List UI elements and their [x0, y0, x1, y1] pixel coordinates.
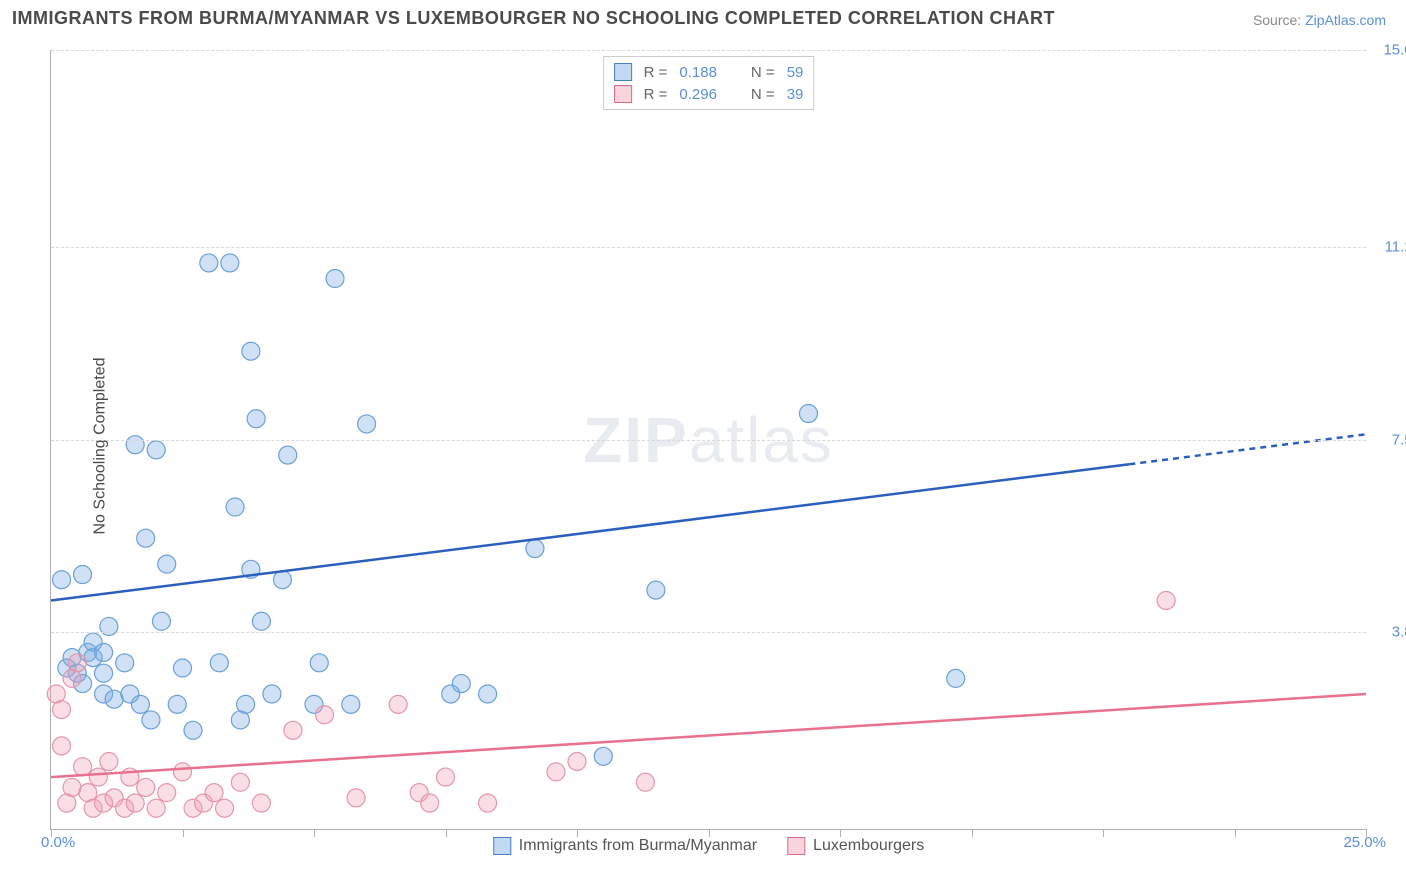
x-tick	[1103, 829, 1104, 837]
data-point	[279, 446, 297, 464]
data-point	[174, 659, 192, 677]
data-point	[147, 799, 165, 817]
chart-title: IMMIGRANTS FROM BURMA/MYANMAR VS LUXEMBO…	[12, 8, 1055, 29]
legend-label-lux: Luxembourgers	[813, 837, 924, 855]
data-point	[1157, 591, 1175, 609]
data-point	[273, 571, 291, 589]
data-point	[947, 669, 965, 687]
data-point	[168, 695, 186, 713]
data-point	[326, 270, 344, 288]
data-point	[100, 617, 118, 635]
data-point	[547, 763, 565, 781]
grid-line	[51, 632, 1366, 633]
legend-label-burma: Immigrants from Burma/Myanmar	[519, 837, 757, 855]
data-point	[389, 695, 407, 713]
data-point	[74, 566, 92, 584]
data-point	[137, 778, 155, 796]
y-tick-label: 7.5%	[1392, 431, 1406, 448]
data-point	[210, 654, 228, 672]
data-point	[116, 654, 134, 672]
x-tick	[314, 829, 315, 837]
source-link[interactable]: ZipAtlas.com	[1305, 12, 1386, 28]
data-point	[799, 405, 817, 423]
data-point	[174, 763, 192, 781]
data-point	[137, 529, 155, 547]
swatch-blue-icon	[493, 837, 511, 855]
data-point	[216, 799, 234, 817]
data-point	[526, 540, 544, 558]
data-point	[95, 664, 113, 682]
data-point	[252, 794, 270, 812]
data-point	[53, 701, 71, 719]
y-tick-label: 3.8%	[1392, 623, 1406, 640]
x-axis-min-label: 0.0%	[41, 834, 75, 851]
data-point	[479, 685, 497, 703]
data-point	[131, 695, 149, 713]
data-point	[89, 768, 107, 786]
chart-container: IMMIGRANTS FROM BURMA/MYANMAR VS LUXEMBO…	[0, 0, 1406, 892]
source-label: Source:	[1253, 12, 1305, 28]
x-tick	[972, 829, 973, 837]
data-point	[226, 498, 244, 516]
grid-line	[51, 247, 1366, 248]
data-point	[231, 773, 249, 791]
data-point	[53, 571, 71, 589]
data-point	[421, 794, 439, 812]
source-attribution: Source: ZipAtlas.com	[1253, 12, 1386, 28]
data-point	[284, 721, 302, 739]
data-point	[242, 342, 260, 360]
x-tick	[840, 829, 841, 837]
plot-area: ZIPatlas R = 0.188 N = 59 R = 0.296 N = …	[50, 50, 1366, 830]
data-point	[158, 555, 176, 573]
data-point	[310, 654, 328, 672]
data-point	[437, 768, 455, 786]
data-point	[263, 685, 281, 703]
data-point	[479, 794, 497, 812]
x-tick	[1366, 829, 1367, 837]
x-axis-max-label: 25.0%	[1343, 834, 1386, 851]
data-point	[247, 410, 265, 428]
x-tick	[577, 829, 578, 837]
data-point	[316, 706, 334, 724]
data-point	[53, 737, 71, 755]
grid-line	[51, 440, 1366, 441]
x-tick	[446, 829, 447, 837]
data-point	[347, 789, 365, 807]
data-point	[152, 612, 170, 630]
data-point	[568, 752, 586, 770]
legend-series: Immigrants from Burma/Myanmar Luxembourg…	[493, 837, 924, 855]
data-point	[126, 436, 144, 454]
data-point	[221, 254, 239, 272]
data-point	[594, 747, 612, 765]
data-point	[342, 695, 360, 713]
data-point	[452, 675, 470, 693]
y-tick-label: 11.2%	[1385, 239, 1406, 256]
swatch-pink-icon	[787, 837, 805, 855]
y-tick-label: 15.0%	[1383, 42, 1406, 59]
data-point	[126, 794, 144, 812]
x-tick	[183, 829, 184, 837]
x-tick	[51, 829, 52, 837]
data-point	[100, 752, 118, 770]
data-point	[74, 758, 92, 776]
data-point	[147, 441, 165, 459]
data-point	[647, 581, 665, 599]
data-point	[252, 612, 270, 630]
data-point	[205, 784, 223, 802]
x-tick	[1235, 829, 1236, 837]
data-point	[184, 721, 202, 739]
data-point	[68, 654, 86, 672]
data-point	[358, 415, 376, 433]
trend-line	[51, 464, 1129, 600]
data-point	[200, 254, 218, 272]
grid-line	[51, 50, 1366, 51]
data-point	[237, 695, 255, 713]
legend-item-lux: Luxembourgers	[787, 837, 924, 855]
x-tick	[709, 829, 710, 837]
data-point	[158, 784, 176, 802]
legend-item-burma: Immigrants from Burma/Myanmar	[493, 837, 757, 855]
data-point	[95, 643, 113, 661]
data-point	[142, 711, 160, 729]
data-point	[636, 773, 654, 791]
